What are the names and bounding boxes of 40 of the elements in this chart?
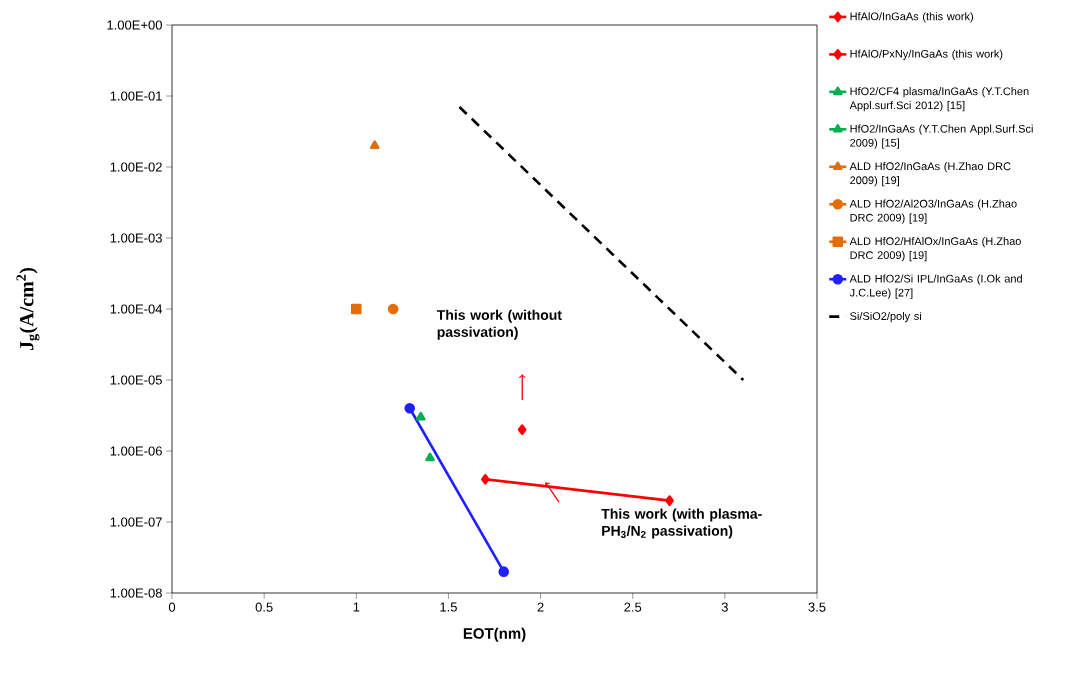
x-tick-label: 1.5: [440, 602, 457, 612]
point: [665, 495, 674, 506]
y-tick-label: 1.00E-04: [110, 304, 163, 314]
point: [404, 402, 416, 414]
legend-label: HfAlO/InGaAs (this work): [850, 12, 973, 23]
x-tick-label: 3: [721, 602, 728, 612]
legend-label: ALD HfO2/Si IPL/InGaAs (I.Ok and J.C.Lee) [27]: [849, 274, 1022, 299]
legend-label: HfO2/InGaAs (Y.T.Chen Appl.Surf.Sci 2009) [15]: [850, 124, 1033, 149]
y-tick-label: 1.00E-08: [110, 588, 162, 598]
point: [416, 411, 426, 421]
point: [387, 303, 399, 315]
legend-label: ALD HfO2/Al2O3/InGaAs (H.Zhao DRC 2009) [19]: [849, 199, 1017, 224]
y-axis-title: J$_{g}$(A/cm$^{2}$): [16, 267, 40, 351]
x-tick-label: 0.5: [255, 602, 273, 612]
point: [480, 473, 490, 485]
x-tick-label: 2.5: [624, 602, 642, 612]
legend-label: Si/SiO2/poly si: [850, 311, 922, 323]
y-tick-label: 1.00E+00: [107, 20, 162, 30]
legend-label: ALD HfO2/HfAlOx/InGaAs (H.Zhao DRC 2009) [19]: [849, 237, 1021, 262]
y-tick-label: 1.00E-07: [110, 517, 162, 527]
point: [350, 303, 362, 315]
legend-label: HfO2/CF4 plasma/InGaAs (Y.T.Chen Appl.surf.Sci 2012) [15]: [849, 87, 1029, 112]
y-tick-label: 1.00E-06: [110, 446, 162, 456]
x-tick-label: 0: [168, 602, 176, 612]
y-tick-label: 1.00E-05: [110, 375, 162, 385]
point: [498, 566, 510, 577]
x-tick-label: 1: [353, 602, 360, 612]
y-tick-label: 1.00E-02: [110, 162, 162, 172]
x-axis-title: EOT(nm): [463, 627, 526, 642]
point: [425, 452, 435, 462]
point: [369, 140, 380, 149]
x-tick-label: 3.5: [808, 602, 826, 612]
point: [517, 424, 527, 435]
legend-label: HfAlO/PxNy/InGaAs (this work): [850, 49, 1003, 60]
legend-label: ALD HfO2/InGaAs (H.Zhao DRC 2009) [19]: [849, 162, 1011, 187]
y-tick-label: 1.00E-01: [110, 91, 162, 101]
annotation: This work (without passivation): [436, 309, 562, 340]
annotation: This work (with plasma-PH$_{3}$/N$_{2}$ passivation): [601, 508, 762, 539]
y-tick-label: 1.00E-03: [110, 233, 162, 243]
x-tick-label: 2: [537, 602, 544, 612]
